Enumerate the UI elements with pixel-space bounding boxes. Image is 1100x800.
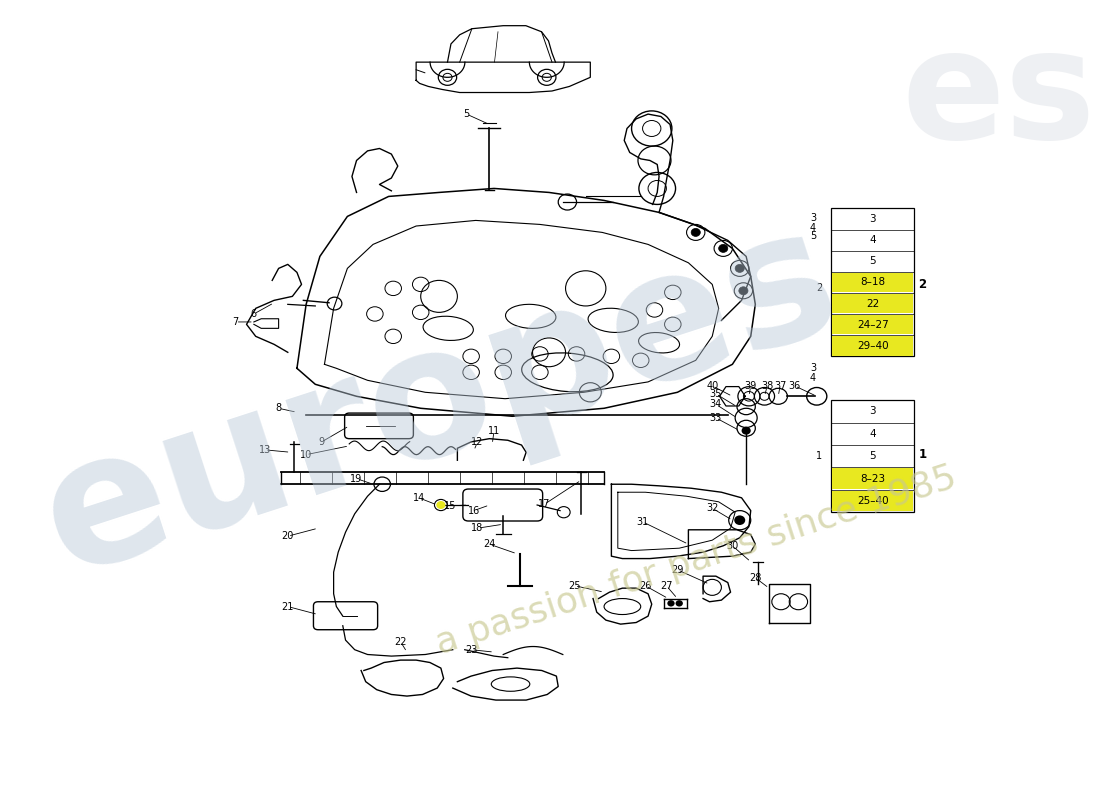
Text: 1: 1 (816, 451, 823, 462)
Text: 9: 9 (319, 437, 324, 447)
Text: 1: 1 (918, 448, 926, 461)
Circle shape (739, 286, 748, 294)
Text: 3: 3 (810, 213, 816, 223)
Text: 4: 4 (869, 235, 876, 245)
Bar (833, 468, 913, 489)
Circle shape (668, 600, 674, 606)
Text: 12: 12 (472, 437, 484, 447)
Text: 3: 3 (810, 363, 816, 374)
Text: 28: 28 (749, 573, 761, 582)
Text: 37: 37 (774, 381, 786, 391)
Text: es: es (901, 22, 1096, 171)
Text: europes: europes (21, 190, 858, 611)
Bar (833, 315, 913, 334)
Text: 36: 36 (789, 381, 801, 391)
Circle shape (734, 515, 745, 525)
Text: 2: 2 (918, 278, 926, 291)
Text: 24: 24 (483, 539, 496, 549)
Text: 8: 8 (276, 403, 282, 414)
Text: 4: 4 (869, 429, 876, 439)
Bar (833, 490, 913, 511)
Text: 16: 16 (468, 506, 480, 516)
Text: 4: 4 (810, 222, 816, 233)
Text: 14: 14 (412, 493, 425, 503)
Text: 2: 2 (816, 283, 823, 294)
Text: 22: 22 (394, 637, 407, 646)
Text: 25: 25 (569, 581, 581, 590)
Text: 24–27: 24–27 (857, 320, 889, 330)
Text: 40: 40 (706, 381, 718, 391)
Text: 15: 15 (444, 501, 456, 511)
Text: 18: 18 (472, 523, 484, 533)
Text: 20: 20 (282, 531, 294, 541)
Text: 23: 23 (465, 645, 477, 654)
Text: 34: 34 (710, 399, 722, 410)
Circle shape (675, 600, 683, 606)
Text: 3: 3 (869, 406, 876, 417)
Circle shape (718, 245, 728, 252)
Text: 27: 27 (660, 581, 672, 590)
Circle shape (691, 229, 701, 237)
Text: 6: 6 (251, 309, 257, 319)
Text: 29: 29 (671, 565, 683, 574)
Text: 5: 5 (869, 256, 876, 266)
Text: 5: 5 (463, 109, 470, 119)
Text: 38: 38 (761, 381, 773, 391)
Text: 26: 26 (639, 581, 651, 590)
Text: 5: 5 (810, 231, 816, 242)
Text: 33: 33 (710, 413, 722, 423)
Text: 30: 30 (726, 541, 738, 550)
Text: 35: 35 (710, 389, 722, 399)
Text: 13: 13 (258, 445, 271, 455)
Bar (832, 400, 914, 512)
Circle shape (437, 501, 446, 509)
Text: 21: 21 (282, 602, 294, 611)
Circle shape (741, 426, 750, 434)
Text: 39: 39 (745, 381, 757, 391)
Text: 11: 11 (488, 426, 501, 436)
Text: 32: 32 (706, 503, 718, 514)
Text: 8–23: 8–23 (860, 474, 886, 484)
Text: 19: 19 (351, 474, 363, 484)
Text: 29–40: 29–40 (857, 341, 889, 350)
Bar (833, 336, 913, 355)
Text: 31: 31 (637, 517, 649, 527)
Text: 10: 10 (300, 450, 312, 460)
Bar (833, 273, 913, 292)
Text: 25–40: 25–40 (857, 496, 889, 506)
Text: 5: 5 (869, 451, 876, 462)
Text: 8–18: 8–18 (860, 278, 886, 287)
Text: 3: 3 (869, 214, 876, 224)
Text: a passion for parts since 1985: a passion for parts since 1985 (431, 460, 960, 661)
Text: 4: 4 (810, 373, 816, 383)
Bar (832, 209, 914, 356)
Circle shape (735, 264, 745, 272)
Text: 22: 22 (866, 298, 879, 309)
Text: 7: 7 (232, 317, 239, 327)
Text: 17: 17 (538, 499, 551, 510)
Bar (833, 294, 913, 314)
